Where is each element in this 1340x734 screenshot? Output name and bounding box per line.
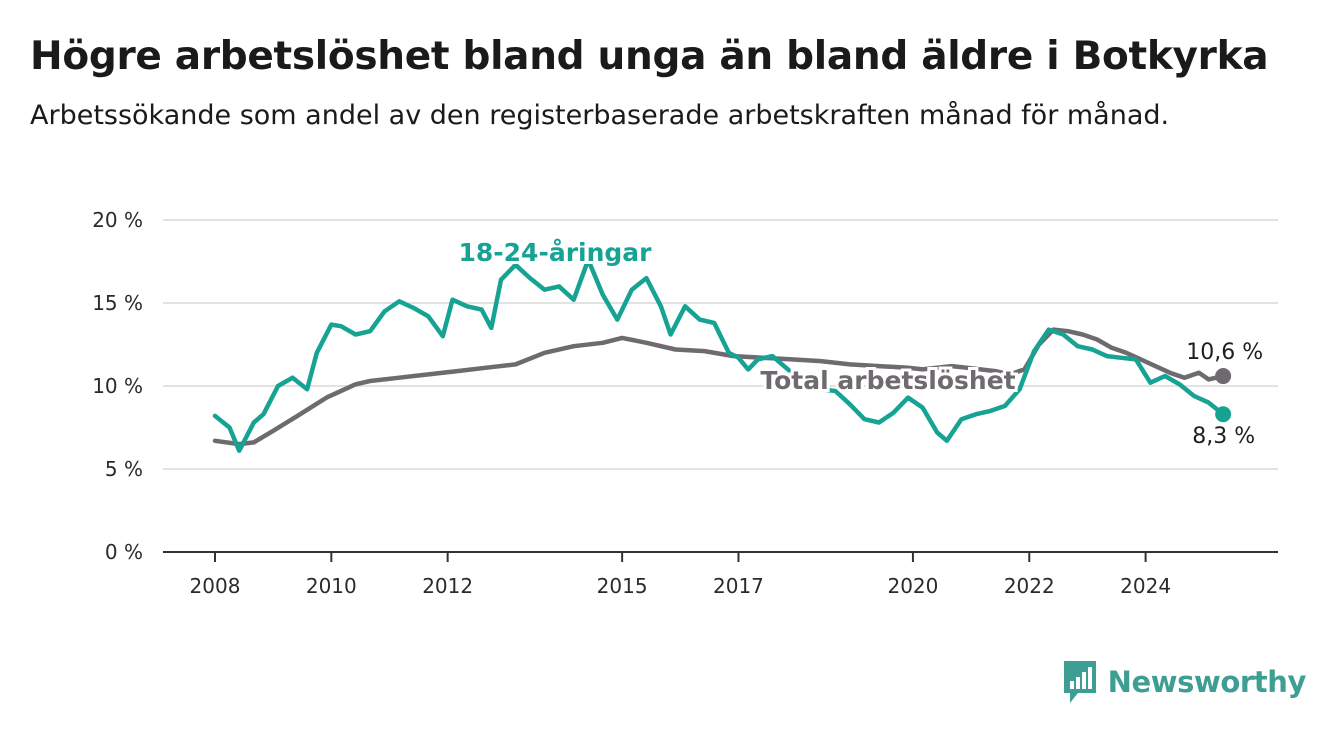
grid-layer	[163, 219, 1278, 470]
end-point-total	[1215, 368, 1232, 385]
y-tick-label: 5 %	[105, 457, 143, 481]
x-tick-label: 2015	[597, 574, 648, 598]
x-tick-label: 2022	[1004, 574, 1055, 598]
axis-layer: 0 % 5 % 10 % 15 % 20 % 2008 2010 2012 2015 2017 20…	[92, 208, 1278, 598]
series-layer	[212, 257, 1232, 453]
series-label-youth: 18-24-åringar	[459, 238, 653, 267]
end-point-youth	[1215, 406, 1232, 423]
label-layer: 10,6 % 8,3 % 18-24-åringar Total arbetslösh…	[456, 235, 1264, 449]
brand-name: Newsworthy	[1107, 665, 1307, 699]
y-tick-label: 0 %	[105, 540, 143, 564]
x-tick-label: 2012	[422, 574, 473, 598]
end-label-youth: 8,3 %	[1192, 424, 1255, 449]
y-tick-label: 15 %	[92, 291, 143, 315]
x-tick-label: 2010	[306, 574, 357, 598]
x-tick-label: 2017	[713, 574, 764, 598]
x-tick-label: 2020	[887, 574, 938, 598]
series-line-total	[212, 327, 1226, 447]
y-tick-label: 10 %	[92, 374, 143, 398]
x-tick-label: 2008	[190, 574, 241, 598]
brand-logo: Newsworthy	[1062, 659, 1306, 705]
series-label-total: Total arbetslöshet	[760, 366, 1015, 395]
y-tick-label: 20 %	[92, 208, 143, 232]
chart-title: Högre arbetslöshet bland unga än bland ä…	[30, 34, 1269, 79]
chart-subtitle: Arbetssökande som andel av den registerb…	[30, 100, 1170, 131]
series-line-youth	[212, 257, 1226, 453]
end-label-total: 10,6 %	[1186, 340, 1263, 365]
newsworthy-logo-icon	[1063, 661, 1096, 703]
line-chart: 0 % 5 % 10 % 15 % 20 % 2008 2010 2012 2015 2017 20…	[92, 208, 1278, 598]
x-tick-label: 2024	[1120, 574, 1171, 598]
